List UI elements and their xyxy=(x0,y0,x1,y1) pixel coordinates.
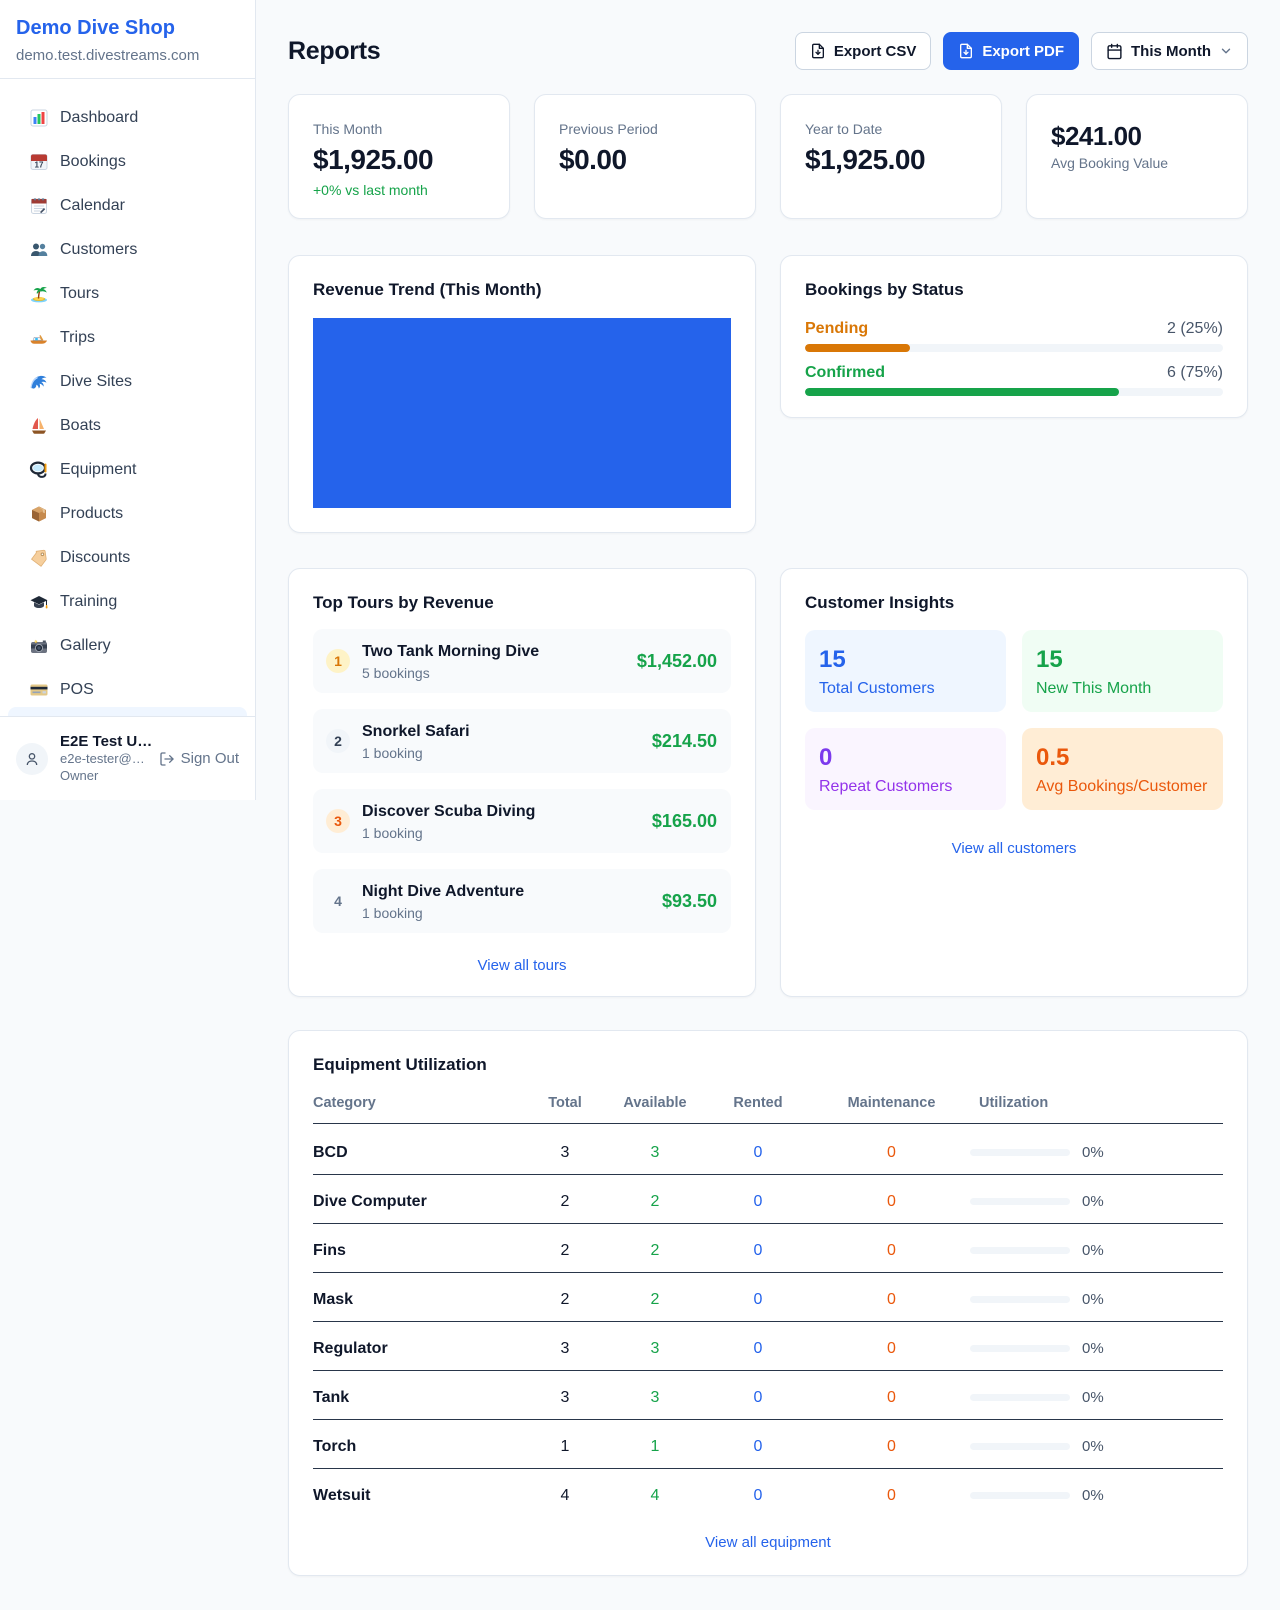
svg-text:17: 17 xyxy=(35,161,44,170)
